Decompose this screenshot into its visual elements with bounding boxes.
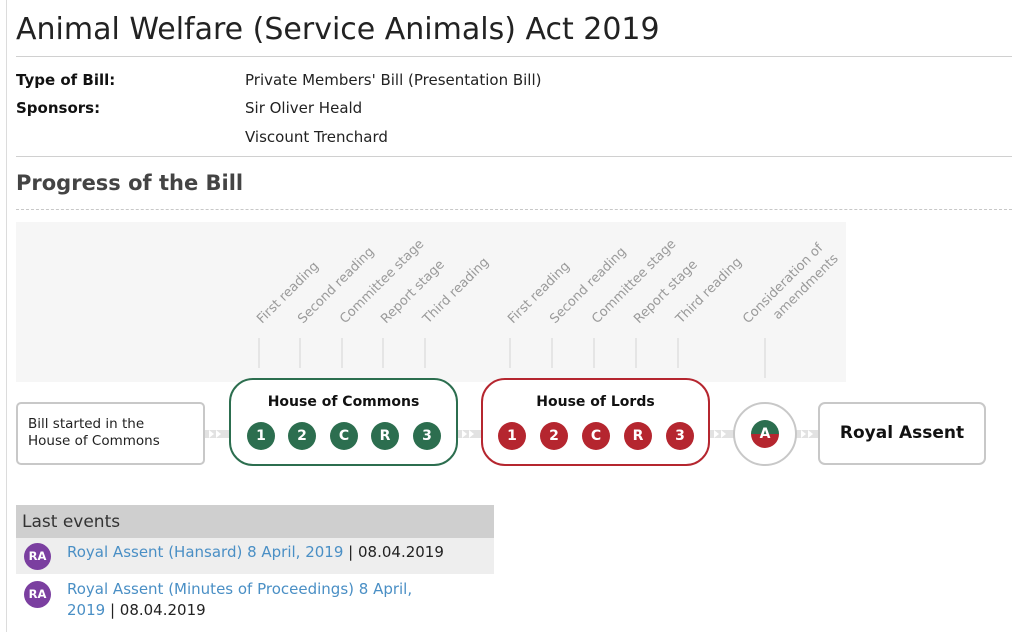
meta-divider [16, 156, 1012, 157]
event-link[interactable]: Royal Assent (Hansard) 8 April, 2019 [67, 543, 344, 561]
house-of-commons-title: House of Commons [267, 394, 420, 410]
lords-stage-label: Second reading [547, 245, 629, 327]
event-text: Royal Assent (Minutes of Proceedings) 8 … [67, 579, 412, 621]
event-date: 08.04.2019 [119, 601, 206, 619]
commons-stage-label: Second reading [295, 245, 377, 327]
commons-stage-dot[interactable]: C [330, 422, 358, 450]
lords-stage-dot[interactable]: R [624, 422, 652, 450]
event-row: RA Royal Assent (Hansard) 8 April, 2019 … [16, 538, 494, 574]
page-title: Animal Welfare (Service Animals) Act 201… [16, 12, 660, 47]
type-of-bill-value: Private Members' Bill (Presentation Bill… [245, 71, 542, 89]
house-of-lords-box: House of Lords 1 2 C R 3 [481, 378, 710, 466]
house-of-commons-box: House of Commons 1 2 C R 3 [229, 378, 458, 466]
sponsors-label: Sponsors: [16, 99, 101, 117]
type-of-bill-label: Type of Bill: [16, 71, 116, 89]
event-date: 08.04.2019 [358, 543, 444, 561]
event-separator: | [105, 601, 120, 619]
progress-divider [16, 209, 1012, 210]
bill-started-box: Bill started in the House of Commons [16, 402, 205, 465]
commons-stage-dot[interactable]: 1 [247, 422, 275, 450]
event-row: RA Royal Assent (Minutes of Proceedings)… [16, 576, 494, 624]
start-label: Bill started in the [28, 416, 145, 432]
lords-stage-dot[interactable]: 3 [666, 422, 694, 450]
lords-stage-dot[interactable]: 2 [540, 422, 568, 450]
last-events-heading: Last events [16, 505, 494, 538]
event-text: Royal Assent (Hansard) 8 April, 2019 | 0… [67, 542, 444, 563]
sponsor-name: Viscount Trenchard [245, 128, 388, 146]
royal-assent-box: Royal Assent [818, 402, 986, 465]
start-label: House of Commons [28, 433, 160, 449]
title-divider [16, 56, 1012, 57]
royal-assent-badge-icon: RA [24, 543, 51, 570]
left-border [6, 0, 7, 632]
lords-stage-dot[interactable]: 1 [498, 422, 526, 450]
commons-stage-dot[interactable]: 3 [413, 422, 441, 450]
progress-heading: Progress of the Bill [16, 171, 244, 195]
royal-assent-badge-icon: RA [24, 581, 51, 608]
commons-stage-dot[interactable]: R [371, 422, 399, 450]
amendments-stage-dot[interactable]: A [751, 420, 779, 448]
event-link[interactable]: Royal Assent (Minutes of Proceedings) 8 … [67, 580, 413, 598]
event-link[interactable]: 2019 [67, 601, 106, 619]
event-separator: | [343, 543, 358, 561]
sponsor-name: Sir Oliver Heald [245, 99, 363, 117]
house-of-lords-title: House of Lords [536, 394, 655, 410]
lords-stage-dot[interactable]: C [582, 422, 610, 450]
stage-labels-area [16, 222, 846, 382]
consideration-of-amendments-box: A [733, 402, 797, 466]
track-chevrons [209, 430, 813, 438]
commons-stage-dot[interactable]: 2 [288, 422, 316, 450]
